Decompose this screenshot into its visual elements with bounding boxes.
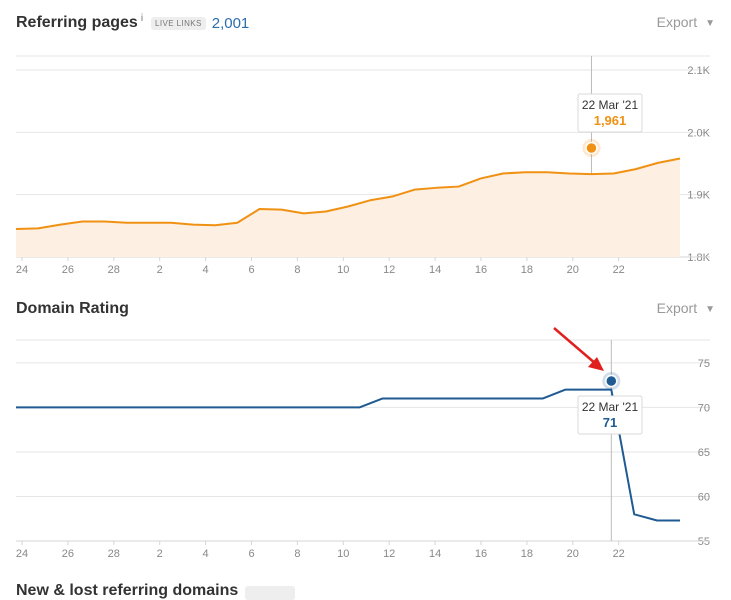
x-tick-label: 14	[429, 548, 441, 560]
x-tick-label: 20	[567, 264, 579, 276]
x-tick-label: 24	[16, 548, 28, 560]
y-tick-label: 1.8K	[687, 252, 710, 264]
x-tick-label: 2	[157, 264, 163, 276]
x-tick-label: 22	[613, 264, 625, 276]
tooltip-date: 22 Mar '21	[582, 98, 639, 112]
x-tick-label: 10	[337, 264, 349, 276]
next-section-title: New & lost referring domains	[16, 582, 238, 600]
x-tick-label: 16	[475, 548, 487, 560]
y-tick-label: 55	[698, 536, 710, 548]
x-tick-label: 6	[248, 548, 254, 560]
highlight-point	[586, 143, 597, 154]
y-tick-label: 75	[698, 358, 710, 370]
y-tick-label: 60	[698, 491, 710, 503]
x-tick-label: 8	[294, 548, 300, 560]
x-tick-label: 14	[429, 264, 441, 276]
y-tick-label: 70	[698, 402, 710, 414]
y-tick-label: 1.9K	[687, 190, 710, 202]
x-tick-label: 16	[475, 264, 487, 276]
x-tick-label: 18	[521, 264, 533, 276]
y-tick-label: 2.0K	[687, 127, 710, 139]
x-tick-label: 28	[108, 264, 120, 276]
y-tick-label: 2.1K	[687, 65, 710, 77]
next-section-badge	[245, 586, 295, 600]
x-tick-label: 4	[203, 264, 209, 276]
x-tick-label: 20	[567, 548, 579, 560]
x-tick-label: 12	[383, 264, 395, 276]
x-tick-label: 24	[16, 264, 28, 276]
x-tick-label: 8	[294, 264, 300, 276]
x-tick-label: 18	[521, 548, 533, 560]
x-tick-label: 12	[383, 548, 395, 560]
red-arrow-annotation	[554, 328, 604, 371]
tooltip-date: 22 Mar '21	[582, 400, 639, 414]
tooltip: 22 Mar '211,961	[578, 94, 642, 132]
x-tick-label: 28	[108, 548, 120, 560]
x-tick-label: 6	[248, 264, 254, 276]
x-tick-label: 26	[62, 264, 74, 276]
tooltip-value: 1,961	[594, 113, 627, 128]
highlight-point	[606, 376, 617, 387]
x-tick-label: 26	[62, 548, 74, 560]
x-tick-label: 4	[203, 548, 209, 560]
x-tick-label: 10	[337, 548, 349, 560]
x-tick-label: 22	[613, 548, 625, 560]
tooltip-value: 71	[603, 415, 617, 430]
arrow-shaft	[554, 328, 596, 364]
y-tick-label: 65	[698, 447, 710, 459]
x-tick-label: 2	[157, 548, 163, 560]
